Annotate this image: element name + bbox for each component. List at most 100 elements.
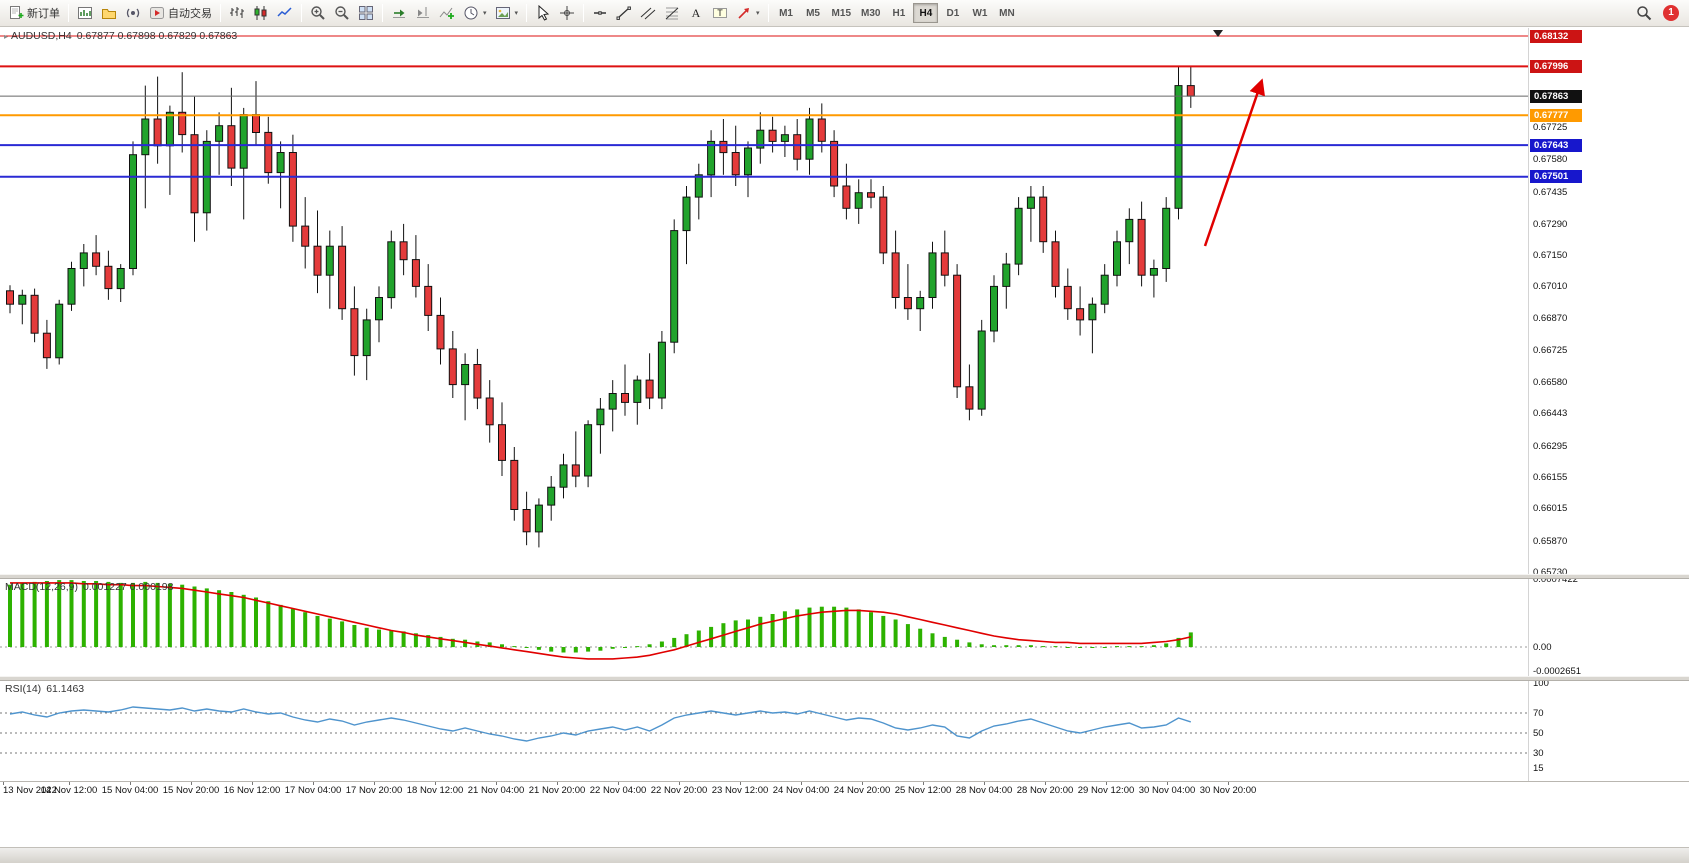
tile-windows-icon: [358, 5, 374, 21]
search-button[interactable]: [1632, 2, 1656, 24]
time-label[interactable]: 17 Nov 04:00: [284, 785, 342, 796]
charts-grid-button[interactable]: [73, 2, 97, 24]
time-label[interactable]: 13 Nov 2022: [3, 785, 57, 796]
time-label[interactable]: 16 Nov 12:00: [223, 785, 281, 796]
timeframe-d1[interactable]: D1: [940, 3, 965, 23]
periods-button[interactable]: ▾: [459, 2, 491, 24]
toolbar-separator: [526, 4, 528, 22]
timeframe-h4[interactable]: H4: [913, 3, 939, 23]
rsi-indicator-label: RSI(14) 61.1463: [5, 683, 84, 695]
price-tick: 0.67580: [1533, 154, 1568, 165]
auto-scroll-button[interactable]: [387, 2, 411, 24]
time-tick: [557, 781, 558, 785]
horizontal-line-tool-button[interactable]: [588, 2, 612, 24]
cursor-icon: [535, 5, 551, 21]
profiles-button[interactable]: [97, 2, 121, 24]
time-label[interactable]: 23 Nov 12:00: [711, 785, 769, 796]
toolbar-separator: [583, 4, 585, 22]
one-click-trading-icon[interactable]: ▸: [4, 32, 9, 41]
new-order-button[interactable]: 新订单: [4, 2, 64, 24]
macd-pane[interactable]: [0, 579, 1528, 676]
line-chart-button[interactable]: [273, 2, 297, 24]
crosshair-button[interactable]: [555, 2, 579, 24]
time-tick: [69, 781, 70, 785]
fibonacci-tool-button[interactable]: [660, 2, 684, 24]
main-chart[interactable]: [0, 28, 1528, 574]
trendline-tool-button[interactable]: [612, 2, 636, 24]
tile-windows-button[interactable]: [354, 2, 378, 24]
timeframe-h1[interactable]: H1: [886, 3, 911, 23]
text-label-tool-icon: T: [712, 5, 728, 21]
time-label[interactable]: 22 Nov 20:00: [650, 785, 708, 796]
timeframe-m15[interactable]: M15: [828, 3, 855, 23]
bars-chart-icon: [229, 5, 245, 21]
bars-chart-button[interactable]: [225, 2, 249, 24]
search-icon: [1636, 5, 1652, 21]
toolbar-separator: [382, 4, 383, 22]
time-label[interactable]: 15 Nov 04:00: [101, 785, 159, 796]
rsi-scale-30: 30: [1533, 748, 1544, 759]
time-label[interactable]: 30 Nov 04:00: [1138, 785, 1196, 796]
time-label[interactable]: 24 Nov 20:00: [833, 785, 891, 796]
chart-shift-marker: [1213, 30, 1223, 37]
arrows-tool-caret-icon: ▾: [756, 10, 760, 17]
time-label[interactable]: 30 Nov 20:00: [1199, 785, 1257, 796]
time-label[interactable]: 15 Nov 20:00: [162, 785, 220, 796]
toolbar-groups: 新订单 自动交易 ▾ ▾ A T ▾ M1 M5 M15 M30 H1 H4 D1 W1 MN: [4, 0, 1020, 26]
time-label[interactable]: 28 Nov 20:00: [1016, 785, 1074, 796]
time-label[interactable]: 17 Nov 20:00: [345, 785, 403, 796]
price-axis-separator: [1528, 28, 1529, 781]
expert-advisors-button[interactable]: [121, 2, 145, 24]
price-tick: 0.67010: [1533, 281, 1568, 292]
pane-splitter[interactable]: [0, 676, 1689, 681]
timeframe-m30[interactable]: M30: [857, 3, 884, 23]
time-label[interactable]: 21 Nov 04:00: [467, 785, 525, 796]
toolbar-right: 1: [1632, 2, 1685, 24]
trend-arrow: [1203, 78, 1265, 247]
notification-badge[interactable]: 1: [1663, 5, 1679, 21]
time-tick: [313, 781, 314, 785]
time-label[interactable]: 24 Nov 04:00: [772, 785, 830, 796]
candlestick-chart-icon: [253, 5, 269, 21]
timeframe-m1[interactable]: M1: [774, 3, 799, 23]
auto-trading-button[interactable]: 自动交易: [145, 2, 216, 24]
time-label[interactable]: 29 Nov 12:00: [1077, 785, 1135, 796]
zoom-out-button[interactable]: [330, 2, 354, 24]
text-tool-icon: A: [688, 5, 704, 21]
timeframe-w1[interactable]: W1: [967, 3, 992, 23]
time-tick: [496, 781, 497, 785]
horizontal-scrollbar[interactable]: [0, 847, 1689, 863]
timeframe-m5[interactable]: M5: [801, 3, 826, 23]
pane-splitter[interactable]: [0, 574, 1689, 579]
text-tool-button[interactable]: A: [684, 2, 708, 24]
candlestick-chart-button[interactable]: [249, 2, 273, 24]
time-label[interactable]: 14 Nov 12:00: [40, 785, 98, 796]
time-label[interactable]: 25 Nov 12:00: [894, 785, 952, 796]
time-label[interactable]: 21 Nov 20:00: [528, 785, 586, 796]
ohlc-values: 0.67877 0.67898 0.67829 0.67863: [76, 30, 238, 42]
indicators-button[interactable]: [435, 2, 459, 24]
arrows-tool-button[interactable]: ▾: [732, 2, 764, 24]
time-label[interactable]: 22 Nov 04:00: [589, 785, 647, 796]
time-tick: [984, 781, 985, 785]
crosshair-icon: [559, 5, 575, 21]
price-tick: 0.67150: [1533, 250, 1568, 261]
time-tick: [374, 781, 375, 785]
toolbar-separator: [767, 4, 769, 22]
rsi-pane[interactable]: [0, 681, 1528, 781]
cursor-button[interactable]: [531, 2, 555, 24]
zoom-in-button[interactable]: [306, 2, 330, 24]
channel-tool-icon: [640, 5, 656, 21]
text-label-tool-button[interactable]: T: [708, 2, 732, 24]
price-tick: 0.65870: [1533, 536, 1568, 547]
symbol-period: AUDUSD,H4: [11, 30, 72, 42]
time-label[interactable]: 28 Nov 04:00: [955, 785, 1013, 796]
time-tick: [740, 781, 741, 785]
timeframe-mn[interactable]: MN: [994, 3, 1019, 23]
price-tick: 0.67290: [1533, 219, 1568, 230]
channel-tool-button[interactable]: [636, 2, 660, 24]
templates-button[interactable]: ▾: [491, 2, 523, 24]
chart-shift-button[interactable]: [411, 2, 435, 24]
time-label[interactable]: 18 Nov 12:00: [406, 785, 464, 796]
macd-name: MACD(12,26,9): [5, 581, 78, 593]
